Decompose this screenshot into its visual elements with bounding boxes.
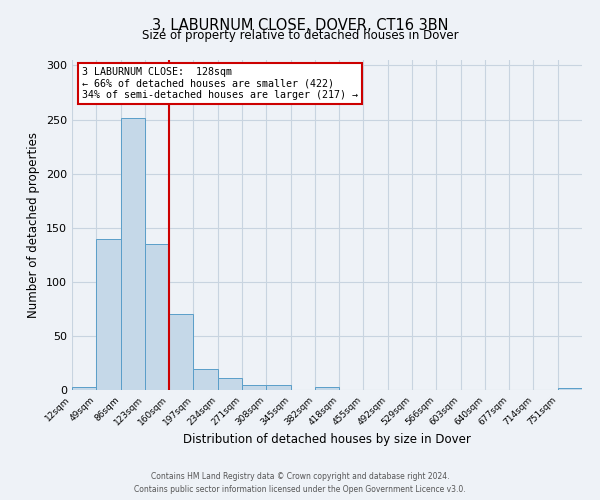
Text: 3 LABURNUM CLOSE:  128sqm
← 66% of detached houses are smaller (422)
34% of semi: 3 LABURNUM CLOSE: 128sqm ← 66% of detach… <box>82 66 358 100</box>
Text: 3, LABURNUM CLOSE, DOVER, CT16 3BN: 3, LABURNUM CLOSE, DOVER, CT16 3BN <box>152 18 448 32</box>
Bar <box>315 387 339 390</box>
Bar <box>242 384 266 390</box>
Bar <box>218 378 242 390</box>
Bar <box>169 314 193 390</box>
X-axis label: Distribution of detached houses by size in Dover: Distribution of detached houses by size … <box>183 432 471 446</box>
Bar <box>266 384 290 390</box>
Bar <box>72 387 96 390</box>
Text: Size of property relative to detached houses in Dover: Size of property relative to detached ho… <box>142 29 458 42</box>
Bar <box>145 244 169 390</box>
Bar <box>121 118 145 390</box>
Bar <box>193 370 218 390</box>
Y-axis label: Number of detached properties: Number of detached properties <box>28 132 40 318</box>
Bar <box>558 388 582 390</box>
Bar <box>96 238 121 390</box>
Text: Contains HM Land Registry data © Crown copyright and database right 2024.
Contai: Contains HM Land Registry data © Crown c… <box>134 472 466 494</box>
